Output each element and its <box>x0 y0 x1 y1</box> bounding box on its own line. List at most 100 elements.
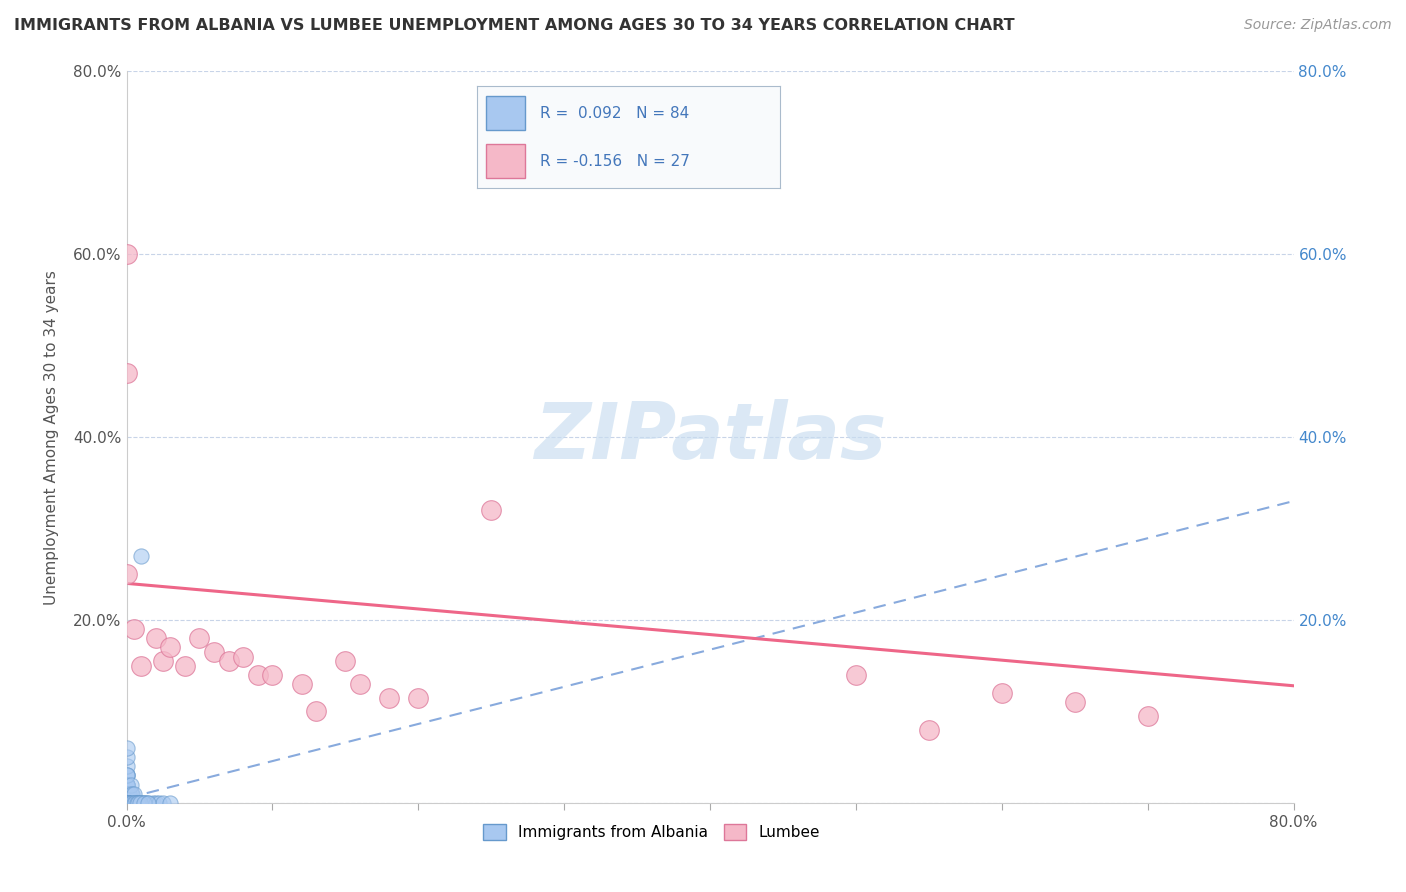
Point <box>118 796 141 810</box>
Point <box>335 654 357 668</box>
Point <box>1136 709 1159 723</box>
Point <box>115 787 138 801</box>
Point <box>349 677 371 691</box>
Point <box>120 778 142 792</box>
Point <box>246 667 269 681</box>
Point <box>152 796 174 810</box>
Text: IMMIGRANTS FROM ALBANIA VS LUMBEE UNEMPLOYMENT AMONG AGES 30 TO 34 YEARS CORRELA: IMMIGRANTS FROM ALBANIA VS LUMBEE UNEMPL… <box>14 18 1015 33</box>
Point <box>115 796 138 810</box>
Point <box>125 796 148 810</box>
Point <box>115 796 138 810</box>
Point <box>117 796 139 810</box>
Point <box>138 796 160 810</box>
Point <box>115 778 138 792</box>
Point <box>115 796 138 810</box>
Point <box>115 247 138 261</box>
Point <box>290 677 312 691</box>
Point <box>124 796 146 810</box>
Point <box>132 796 155 810</box>
Point <box>115 750 138 764</box>
Point <box>115 796 138 810</box>
Point <box>115 796 138 810</box>
Point <box>120 787 142 801</box>
Point <box>127 796 149 810</box>
Point <box>159 796 181 810</box>
Text: Source: ZipAtlas.com: Source: ZipAtlas.com <box>1244 18 1392 32</box>
Point <box>117 796 139 810</box>
Point <box>138 796 160 810</box>
Point <box>115 796 138 810</box>
Point <box>479 503 502 517</box>
Point <box>118 787 141 801</box>
Point <box>121 787 143 801</box>
Point <box>127 796 149 810</box>
Point <box>115 778 138 792</box>
Point <box>118 787 141 801</box>
Point <box>117 796 139 810</box>
Point <box>122 622 145 636</box>
Point <box>152 654 174 668</box>
Point <box>115 796 138 810</box>
Point <box>115 796 138 810</box>
Point <box>129 796 152 810</box>
Point <box>305 705 328 719</box>
Point <box>142 796 165 810</box>
Point <box>129 658 152 673</box>
Point <box>115 796 138 810</box>
Point <box>117 796 139 810</box>
Point <box>115 796 138 810</box>
Point <box>115 778 138 792</box>
Point <box>115 796 138 810</box>
Point <box>115 796 138 810</box>
Point <box>117 796 139 810</box>
Y-axis label: Unemployment Among Ages 30 to 34 years: Unemployment Among Ages 30 to 34 years <box>45 269 59 605</box>
Point <box>118 796 141 810</box>
Point <box>125 796 148 810</box>
Point <box>990 686 1012 700</box>
Point <box>115 796 138 810</box>
Point <box>129 549 152 563</box>
Point <box>115 768 138 782</box>
Point <box>115 796 138 810</box>
Legend: Immigrants from Albania, Lumbee: Immigrants from Albania, Lumbee <box>477 818 827 847</box>
Point <box>115 796 138 810</box>
Point <box>115 796 138 810</box>
Point <box>115 796 138 810</box>
Point <box>115 796 138 810</box>
Point <box>115 787 138 801</box>
Point <box>115 759 138 773</box>
Point <box>115 796 138 810</box>
Point <box>128 796 150 810</box>
Point <box>145 632 167 646</box>
Point <box>918 723 941 737</box>
Point <box>202 645 225 659</box>
Point <box>132 796 155 810</box>
Text: ZIPatlas: ZIPatlas <box>534 399 886 475</box>
Point <box>188 632 211 646</box>
Point <box>115 768 138 782</box>
Point <box>122 796 145 810</box>
Point <box>128 796 150 810</box>
Point <box>117 796 139 810</box>
Point <box>145 796 167 810</box>
Point <box>174 658 197 673</box>
Point <box>115 787 138 801</box>
Point <box>121 796 143 810</box>
Point <box>115 796 138 810</box>
Point <box>131 796 153 810</box>
Point <box>115 366 138 380</box>
Point <box>408 690 430 705</box>
Point <box>115 796 138 810</box>
Point <box>115 787 138 801</box>
Point <box>115 796 138 810</box>
Point <box>218 654 240 668</box>
Point <box>115 768 138 782</box>
Point <box>378 690 401 705</box>
Point <box>120 796 142 810</box>
Point <box>118 796 141 810</box>
Point <box>118 796 141 810</box>
Point <box>232 649 254 664</box>
Point <box>121 796 143 810</box>
Point <box>124 796 146 810</box>
Point <box>159 640 181 655</box>
